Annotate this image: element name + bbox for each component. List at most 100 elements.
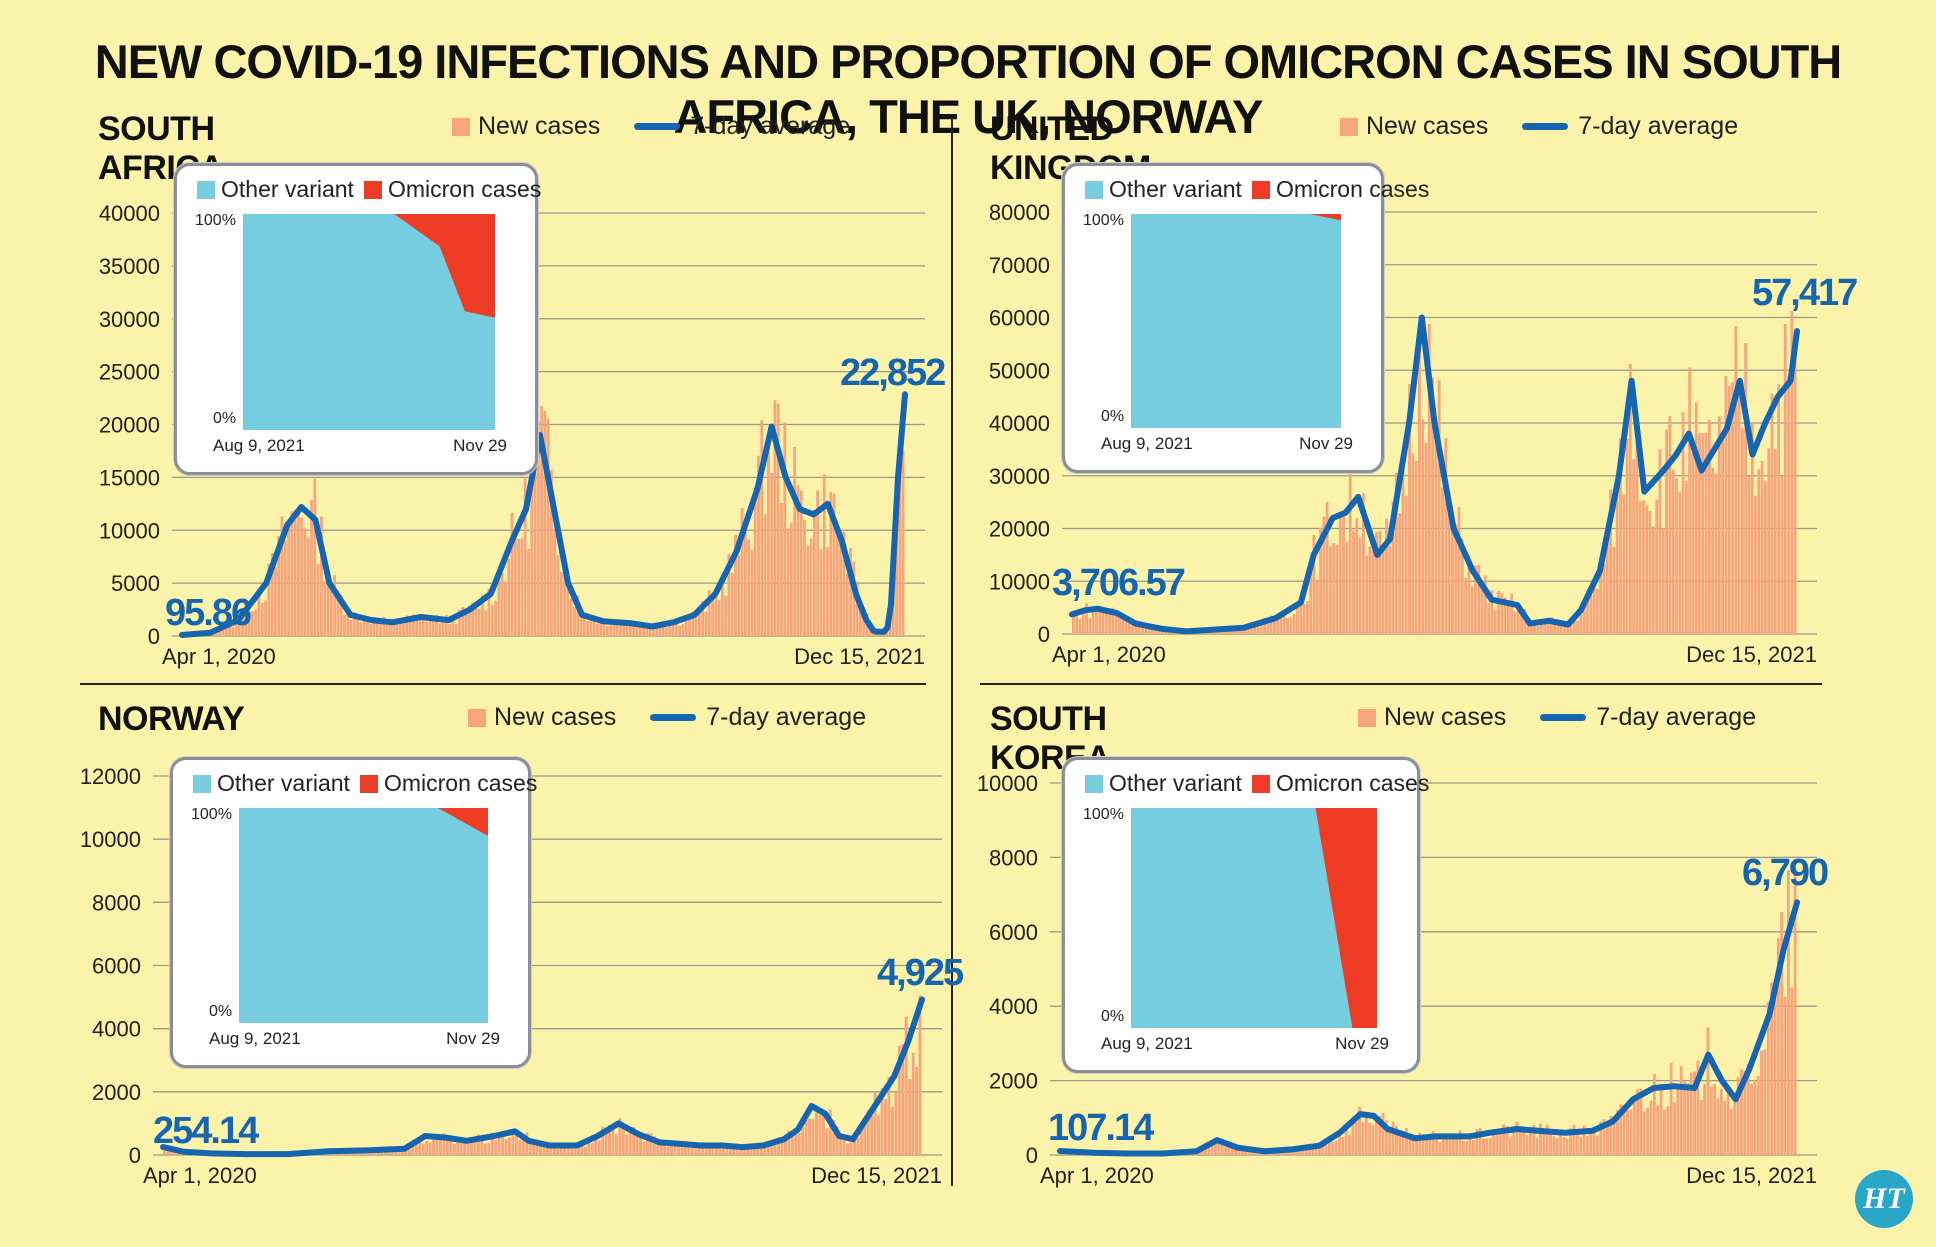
new-cases-bar (1559, 1129, 1562, 1155)
new-cases-bar (1381, 1112, 1385, 1155)
new-cases-bar (780, 1137, 784, 1155)
new-cases-bar (1493, 609, 1497, 634)
new-cases-bar (821, 1113, 825, 1155)
new-cases-bar (1619, 1104, 1623, 1155)
new-cases-bar (1763, 1049, 1767, 1155)
new-cases-bar (1582, 604, 1586, 634)
new-cases-bar (1325, 501, 1329, 634)
new-cases-bar (671, 623, 675, 636)
new-cases-bar (418, 1137, 422, 1155)
new-cases-bar (866, 1110, 870, 1155)
new-cases-bar (1575, 1134, 1579, 1155)
new-cases-bar (724, 595, 728, 636)
new-cases-bar (1249, 628, 1253, 634)
new-cases-bar (1371, 550, 1375, 634)
new-cases-bar (777, 1137, 781, 1155)
new-cases-bar (1756, 1075, 1760, 1155)
new-cases-bar (1477, 564, 1481, 634)
new-cases-bar (691, 611, 695, 636)
new-cases-bar (228, 623, 231, 636)
new-cases-bar (1447, 491, 1451, 634)
new-cases-bar (1427, 323, 1431, 634)
new-cases-bar (356, 614, 359, 636)
new-cases-bar (1475, 1129, 1479, 1155)
new-cases-bar (1108, 613, 1112, 634)
new-cases-bar (1348, 1134, 1351, 1155)
new-cases-bar (1615, 481, 1619, 634)
new-cases-bar (542, 1146, 546, 1155)
new-cases-bar (1424, 442, 1428, 634)
new-cases-bar (763, 514, 767, 636)
omicron-area (1131, 808, 1377, 1028)
new-cases-bar (1355, 518, 1359, 634)
new-cases-bar (1706, 1027, 1710, 1155)
new-cases-bar (1684, 481, 1688, 634)
new-cases-bar (1733, 1095, 1737, 1155)
y-tick-label: 8000 (989, 845, 1038, 870)
new-cases-bar (1431, 1131, 1435, 1155)
new-cases-bar (590, 1143, 594, 1155)
new-cases-bar (1088, 617, 1092, 634)
new-cases-bar (701, 601, 705, 636)
new-cases-bar (1691, 453, 1695, 634)
new-cases-bar (1713, 1084, 1717, 1155)
new-cases-bar (1467, 555, 1471, 634)
y-tick-label: 4000 (92, 1017, 141, 1042)
y-tick-label: 35000 (99, 254, 160, 279)
new-cases-bar (507, 558, 511, 636)
new-cases-bar (1708, 420, 1711, 634)
new-cases-bar (1428, 1133, 1432, 1155)
new-cases-bar (395, 623, 399, 636)
new-cases-bar (1616, 1109, 1619, 1155)
new-cases-bar (1589, 1132, 1593, 1155)
new-cases-bar (1709, 1086, 1713, 1155)
new-cases-bar (1394, 472, 1398, 634)
x-start-label: Apr 1, 2020 (1052, 642, 1166, 667)
new-cases-bar (474, 602, 478, 636)
new-cases-bar (898, 439, 902, 636)
new-cases-bar (490, 604, 494, 636)
new-cases-bar (1563, 623, 1566, 634)
new-cases-bar (1520, 609, 1523, 634)
new-cases-bar (408, 619, 412, 636)
inset-legend: Other variant Omicron cases (197, 176, 541, 203)
new-cases-bar (1490, 590, 1494, 634)
new-cases-bar (1322, 516, 1326, 634)
new-cases-bar (1675, 478, 1678, 634)
new-cases-bar (1374, 1116, 1378, 1155)
new-cases-bar (290, 511, 294, 636)
new-cases-bar (1352, 530, 1355, 634)
new-cases-bar (326, 577, 330, 636)
y-tick-label: 70000 (989, 253, 1050, 278)
new-cases-bar (224, 624, 228, 636)
new-cases-bar (1678, 491, 1682, 634)
end-value-label: 22,852 (840, 352, 945, 394)
new-cases-bar (1619, 438, 1622, 634)
new-cases-bar (442, 1133, 446, 1155)
new-cases-bar (1444, 438, 1448, 634)
new-cases-bar (369, 623, 373, 636)
new-cases-bar (1075, 611, 1079, 634)
new-cases-bar (811, 1119, 815, 1155)
new-cases-bar (267, 563, 271, 636)
new-cases-bar (1669, 1062, 1673, 1155)
new-cases-bar (828, 1109, 832, 1155)
new-cases-bar (1663, 1109, 1666, 1155)
new-cases-bar (1535, 1137, 1539, 1155)
new-cases-bar (336, 590, 340, 636)
new-cases-bar (632, 1127, 636, 1155)
new-cases-bar (1321, 1145, 1325, 1155)
new-cases-bar (592, 620, 596, 636)
new-cases-bar (1740, 428, 1744, 634)
new-cases-bar (1549, 1130, 1552, 1155)
new-cases-bar (234, 623, 238, 636)
new-cases-bar (701, 1146, 705, 1155)
new-cases-bar (466, 1140, 470, 1155)
new-cases-bar (385, 619, 389, 636)
new-cases-bar (1638, 501, 1642, 634)
new-cases-bar (656, 1142, 660, 1155)
new-cases-bar (1358, 1106, 1361, 1155)
new-cases-bar (1311, 1147, 1315, 1155)
y-tick-label: 2000 (989, 1069, 1038, 1094)
new-cases-bar (297, 511, 300, 636)
